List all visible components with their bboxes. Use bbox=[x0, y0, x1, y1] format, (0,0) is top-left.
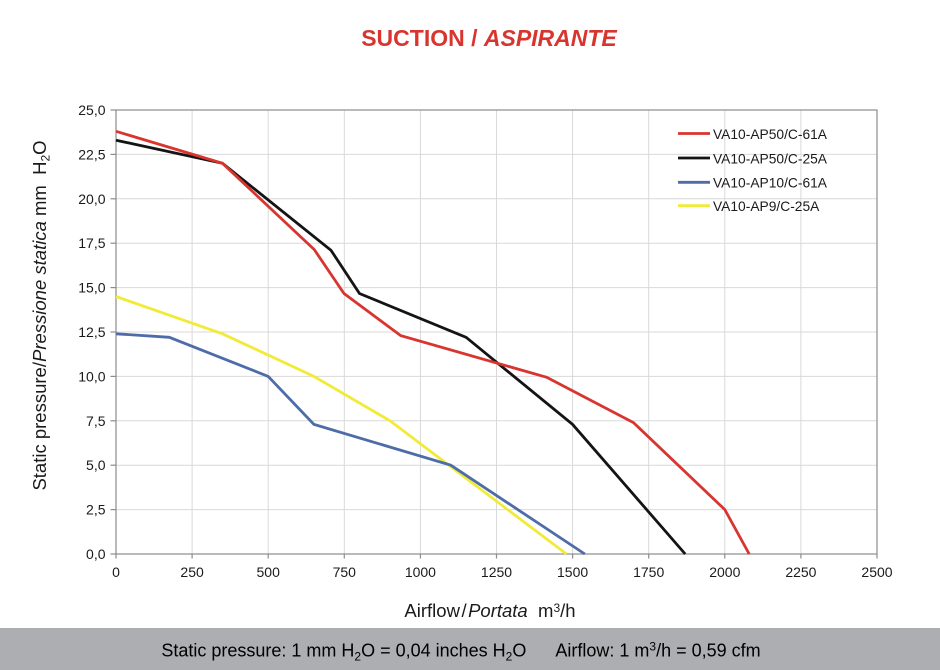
svg-text:VA10-AP9/C-25A: VA10-AP9/C-25A bbox=[713, 199, 820, 214]
svg-text:SUCTION / ASPIRANTE: SUCTION / ASPIRANTE bbox=[361, 25, 617, 51]
svg-text:1500: 1500 bbox=[557, 564, 588, 580]
svg-text:1000: 1000 bbox=[405, 564, 436, 580]
svg-text:2000: 2000 bbox=[709, 564, 740, 580]
svg-text:0,0: 0,0 bbox=[86, 546, 106, 562]
svg-text:Airflow/Portata m3/h: Airflow/Portata m3/h bbox=[404, 600, 575, 621]
svg-text:15,0: 15,0 bbox=[78, 280, 105, 296]
svg-text:VA10-AP50/C-61A: VA10-AP50/C-61A bbox=[713, 127, 828, 142]
svg-text:12,5: 12,5 bbox=[78, 324, 105, 340]
svg-text:22,5: 22,5 bbox=[78, 146, 105, 162]
svg-text:Static pressure/Pressione stat: Static pressure/Pressione statica mm H2O bbox=[29, 140, 53, 490]
svg-text:750: 750 bbox=[333, 564, 357, 580]
svg-text:1250: 1250 bbox=[481, 564, 512, 580]
svg-text:7,5: 7,5 bbox=[86, 413, 106, 429]
svg-text:250: 250 bbox=[180, 564, 204, 580]
svg-text:17,5: 17,5 bbox=[78, 235, 105, 251]
svg-text:VA10-AP10/C-61A: VA10-AP10/C-61A bbox=[713, 176, 828, 191]
svg-text:2250: 2250 bbox=[785, 564, 816, 580]
svg-text:25,0: 25,0 bbox=[78, 102, 105, 118]
svg-text:1750: 1750 bbox=[633, 564, 664, 580]
svg-text:Static pressure: 1 mm H2O = 0,: Static pressure: 1 mm H2O = 0,04 inches … bbox=[161, 640, 760, 664]
svg-text:5,0: 5,0 bbox=[86, 457, 106, 473]
svg-text:500: 500 bbox=[257, 564, 281, 580]
svg-text:20,0: 20,0 bbox=[78, 191, 105, 207]
svg-text:2,5: 2,5 bbox=[86, 502, 106, 518]
svg-text:2500: 2500 bbox=[861, 564, 892, 580]
svg-text:10,0: 10,0 bbox=[78, 368, 105, 384]
svg-text:0: 0 bbox=[112, 564, 120, 580]
svg-text:VA10-AP50/C-25A: VA10-AP50/C-25A bbox=[713, 151, 828, 166]
